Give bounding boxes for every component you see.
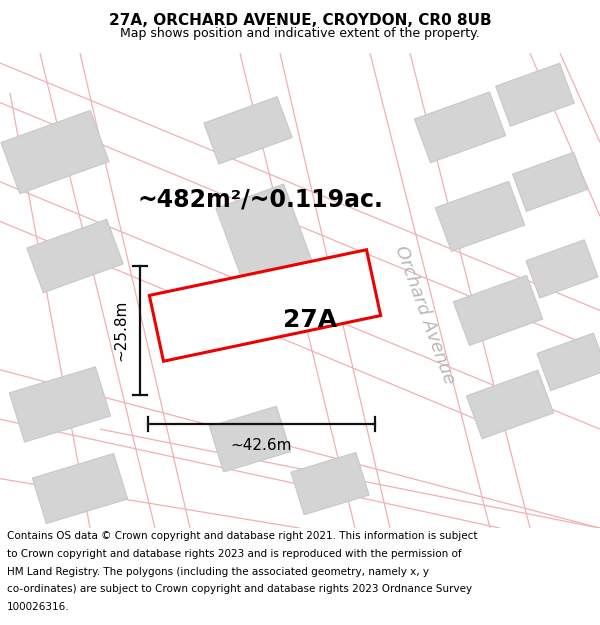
- Polygon shape: [466, 370, 554, 439]
- Polygon shape: [496, 63, 574, 126]
- Text: 100026316.: 100026316.: [7, 602, 70, 612]
- Polygon shape: [1, 111, 109, 194]
- Text: 27A, ORCHARD AVENUE, CROYDON, CR0 8UB: 27A, ORCHARD AVENUE, CROYDON, CR0 8UB: [109, 13, 491, 28]
- Polygon shape: [454, 276, 542, 346]
- Polygon shape: [512, 152, 587, 211]
- Text: Contains OS data © Crown copyright and database right 2021. This information is : Contains OS data © Crown copyright and d…: [7, 531, 478, 541]
- Polygon shape: [526, 240, 598, 298]
- Text: to Crown copyright and database rights 2023 and is reproduced with the permissio: to Crown copyright and database rights 2…: [7, 549, 462, 559]
- Text: HM Land Registry. The polygons (including the associated geometry, namely x, y: HM Land Registry. The polygons (includin…: [7, 567, 429, 577]
- Polygon shape: [291, 452, 369, 515]
- Text: ~25.8m: ~25.8m: [113, 299, 128, 361]
- Text: Orchard Avenue: Orchard Avenue: [392, 244, 458, 387]
- Text: Map shows position and indicative extent of the property.: Map shows position and indicative extent…: [120, 27, 480, 40]
- Polygon shape: [537, 333, 600, 391]
- Text: ~42.6m: ~42.6m: [231, 438, 292, 453]
- Polygon shape: [209, 406, 290, 472]
- Polygon shape: [204, 97, 292, 164]
- Polygon shape: [436, 181, 524, 251]
- Text: 27A: 27A: [283, 308, 337, 332]
- Polygon shape: [27, 219, 123, 292]
- Text: co-ordinates) are subject to Crown copyright and database rights 2023 Ordnance S: co-ordinates) are subject to Crown copyr…: [7, 584, 472, 594]
- Polygon shape: [216, 184, 324, 318]
- Polygon shape: [32, 454, 128, 524]
- Polygon shape: [10, 367, 110, 442]
- Polygon shape: [415, 92, 506, 162]
- Polygon shape: [149, 250, 380, 361]
- Text: ~482m²/~0.119ac.: ~482m²/~0.119ac.: [137, 188, 383, 212]
